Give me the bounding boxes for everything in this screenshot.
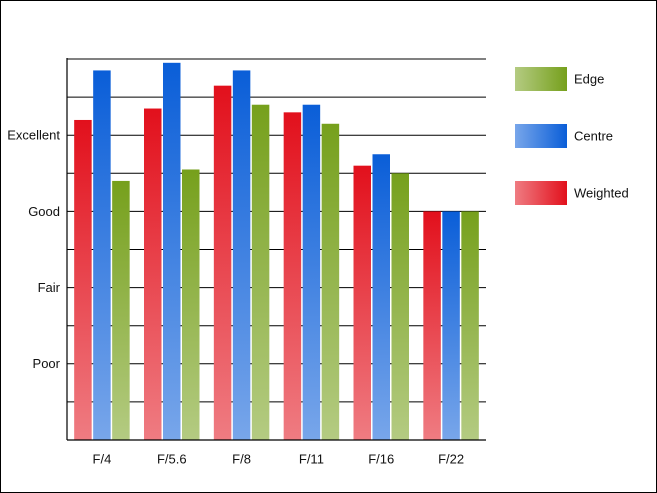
- legend-label: Weighted: [574, 185, 629, 200]
- bar: [461, 211, 479, 440]
- bar: [391, 173, 409, 441]
- bar: [182, 169, 200, 441]
- legend-swatch: [515, 181, 567, 205]
- bar: [302, 104, 321, 440]
- bar: [74, 119, 92, 441]
- bar: [251, 104, 270, 440]
- bar: [423, 211, 441, 440]
- legend-label: Edge: [574, 71, 604, 86]
- legend-swatch: [515, 67, 567, 91]
- x-tick-label: F/5.6: [157, 451, 187, 466]
- y-tick-label: Good: [28, 204, 60, 219]
- x-tick-label: F/11: [299, 451, 324, 466]
- y-tick-label: Excellent: [7, 128, 60, 143]
- bar: [144, 108, 162, 440]
- bar: [372, 154, 390, 440]
- legend-swatch: [515, 124, 567, 148]
- x-tick-label: F/4: [93, 451, 112, 466]
- bar: [93, 70, 111, 441]
- x-tick-label: F/22: [438, 451, 464, 466]
- bar: [163, 62, 181, 441]
- legend-label: Centre: [574, 128, 613, 143]
- bar: [321, 123, 340, 441]
- bar: [353, 165, 371, 440]
- y-tick-label: Poor: [33, 356, 61, 371]
- bar: [112, 180, 130, 441]
- bar: [442, 211, 460, 440]
- bar: [213, 85, 232, 441]
- bar: [232, 70, 251, 441]
- y-tick-label: Fair: [38, 280, 61, 295]
- x-tick-label: F/8: [232, 451, 251, 466]
- x-tick-label: F/16: [368, 451, 394, 466]
- bar: [283, 112, 302, 440]
